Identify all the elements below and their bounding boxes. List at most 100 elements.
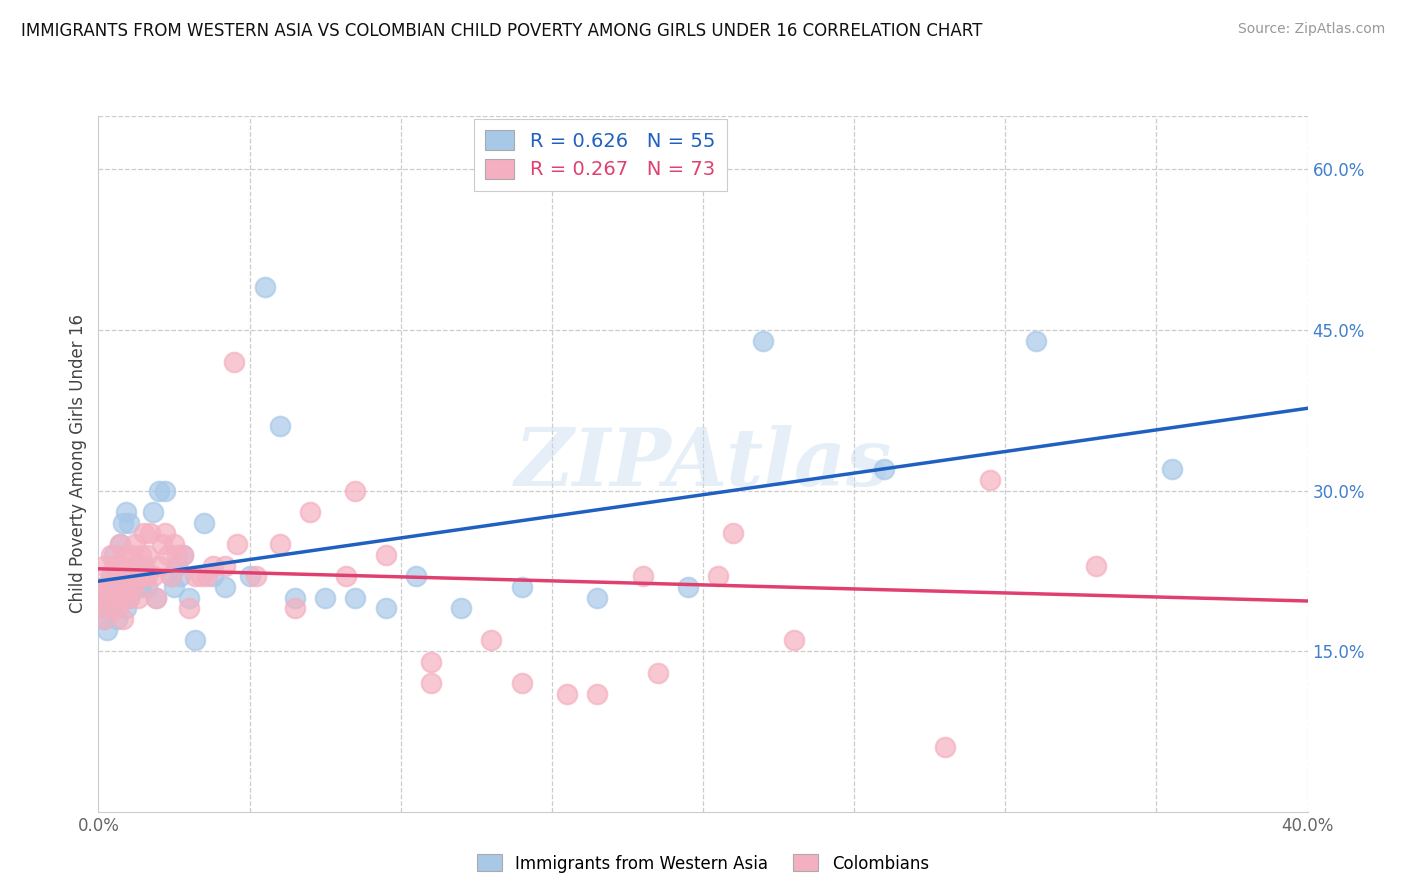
Point xyxy=(129,580,152,594)
Point xyxy=(1160,462,1182,476)
Point xyxy=(129,548,152,562)
Point xyxy=(420,655,443,669)
Point xyxy=(90,591,112,605)
Point xyxy=(284,601,307,615)
Point xyxy=(139,526,162,541)
Point xyxy=(96,623,118,637)
Point xyxy=(111,558,134,573)
Point xyxy=(783,633,806,648)
Point xyxy=(586,591,609,605)
Point xyxy=(105,580,128,594)
Point xyxy=(193,516,215,530)
Point xyxy=(145,591,167,605)
Point xyxy=(153,483,176,498)
Point xyxy=(148,558,170,573)
Text: Source: ZipAtlas.com: Source: ZipAtlas.com xyxy=(1237,22,1385,37)
Point xyxy=(108,537,131,551)
Point xyxy=(111,612,134,626)
Point xyxy=(103,558,125,573)
Point xyxy=(405,569,427,583)
Text: IMMIGRANTS FROM WESTERN ASIA VS COLOMBIAN CHILD POVERTY AMONG GIRLS UNDER 16 COR: IMMIGRANTS FROM WESTERN ASIA VS COLOMBIA… xyxy=(21,22,983,40)
Point xyxy=(118,591,141,605)
Point xyxy=(676,580,699,594)
Point xyxy=(510,676,533,690)
Point xyxy=(96,601,118,615)
Point xyxy=(172,548,194,562)
Point xyxy=(374,601,396,615)
Point xyxy=(96,591,118,605)
Point xyxy=(124,569,146,583)
Point xyxy=(103,591,125,605)
Point xyxy=(156,548,179,562)
Point xyxy=(202,558,225,573)
Point xyxy=(752,334,775,348)
Point xyxy=(214,558,236,573)
Y-axis label: Child Poverty Among Girls Under 16: Child Poverty Among Girls Under 16 xyxy=(69,314,87,614)
Point xyxy=(121,569,143,583)
Point xyxy=(723,526,745,541)
Point xyxy=(979,473,1001,487)
Point xyxy=(269,537,291,551)
Point xyxy=(114,601,136,615)
Point xyxy=(179,591,201,605)
Point xyxy=(450,601,472,615)
Point xyxy=(142,505,165,519)
Point xyxy=(96,580,118,594)
Point xyxy=(299,505,322,519)
Point xyxy=(124,569,146,583)
Point xyxy=(148,483,170,498)
Point xyxy=(105,612,128,626)
Point xyxy=(105,601,128,615)
Point xyxy=(132,569,155,583)
Point xyxy=(224,355,246,369)
Point xyxy=(135,548,157,562)
Point xyxy=(127,558,149,573)
Point xyxy=(555,687,578,701)
Point xyxy=(105,569,128,583)
Legend: Immigrants from Western Asia, Colombians: Immigrants from Western Asia, Colombians xyxy=(471,847,935,880)
Point xyxy=(132,558,155,573)
Point xyxy=(166,548,188,562)
Point xyxy=(571,141,593,155)
Point xyxy=(127,580,149,594)
Point xyxy=(93,580,115,594)
Point xyxy=(934,740,956,755)
Point xyxy=(93,558,115,573)
Point xyxy=(179,601,201,615)
Point xyxy=(169,569,191,583)
Point xyxy=(150,537,173,551)
Point xyxy=(124,537,146,551)
Point xyxy=(314,591,336,605)
Point xyxy=(245,569,267,583)
Point xyxy=(93,612,115,626)
Point xyxy=(239,569,262,583)
Point xyxy=(344,483,367,498)
Point xyxy=(510,580,533,594)
Point xyxy=(118,591,141,605)
Point xyxy=(344,591,367,605)
Point xyxy=(114,505,136,519)
Point xyxy=(481,633,503,648)
Point xyxy=(100,548,122,562)
Point xyxy=(586,687,609,701)
Point xyxy=(163,580,186,594)
Point xyxy=(108,537,131,551)
Point xyxy=(1024,334,1046,348)
Point xyxy=(118,569,141,583)
Point xyxy=(132,526,155,541)
Point xyxy=(103,548,125,562)
Point xyxy=(108,591,131,605)
Point xyxy=(100,569,122,583)
Point xyxy=(214,580,236,594)
Point xyxy=(145,591,167,605)
Text: ZIPAtlas: ZIPAtlas xyxy=(515,425,891,502)
Point xyxy=(93,612,115,626)
Point xyxy=(184,569,207,583)
Point xyxy=(135,580,157,594)
Point xyxy=(195,569,218,583)
Point xyxy=(135,569,157,583)
Point xyxy=(420,676,443,690)
Point xyxy=(90,580,112,594)
Point xyxy=(253,280,276,294)
Point xyxy=(129,569,152,583)
